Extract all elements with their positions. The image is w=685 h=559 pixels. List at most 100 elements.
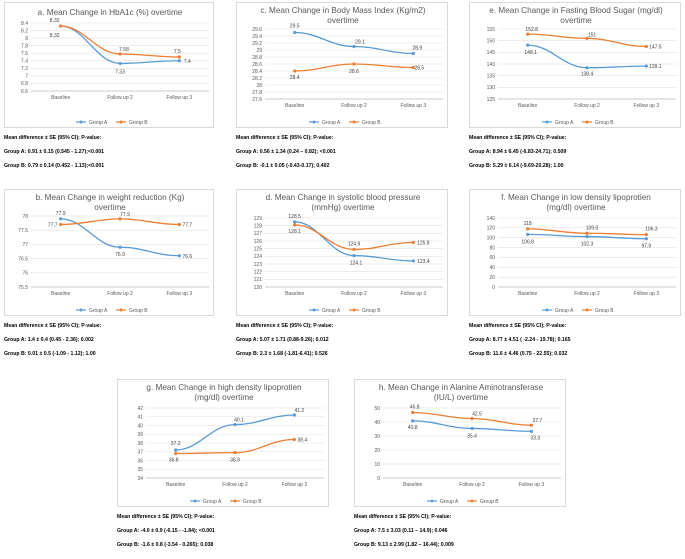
x-tick-label: Follow up 3 [401,103,427,109]
legend-marker [430,499,434,503]
data-point [118,52,122,56]
chart-frame: f. Mean Change in low density lipoprotie… [469,189,681,316]
data-point [352,62,356,66]
data-label: 77.7 [182,223,192,229]
chart-title-line: h. Mean Change in Alanine Aminotransfera… [379,383,544,392]
stats-row: Group B: 9.13 ± 2.99 (1.82 – 16.44); 0.0… [354,542,454,548]
data-label: 152.8 [525,27,538,33]
chart-panel-c: c. Mean Change in Body Mass Index (Kg/m2… [236,2,458,180]
y-tick-label: 41 [137,415,143,421]
chart-svg: b. Mean Change in weight reduction (Kg)o… [18,193,209,314]
y-tick-label: 135 [487,73,496,79]
y-tick-label: 29 [256,48,262,54]
y-tick-label: 0 [377,476,380,482]
x-tick-label: Follow up 3 [634,291,660,297]
data-point [526,227,530,231]
data-point [177,254,181,258]
data-label: 29.1 [355,40,365,46]
x-tick-label: Follow up 3 [634,103,660,109]
legend-label: Group B [595,120,614,126]
data-point [293,220,297,224]
y-tick-label: 27.8 [252,90,262,96]
chart-svg: d. Mean Change in systolic blood pressur… [254,193,443,314]
x-tick-label: Baseline [285,291,304,297]
y-tick-label: 121 [254,277,263,283]
data-label: 7.4 [184,59,191,65]
data-point [233,451,237,455]
chart-panel-h: h. Mean Change in Alanine Aminotransfera… [354,379,576,559]
legend-marker [119,120,123,124]
x-tick-label: Baseline [518,291,537,297]
x-tick-label: Follow up 2 [107,95,133,101]
legend-marker [545,120,549,124]
chart-title-line: f. Mean Change in low density lipoprotie… [501,193,651,202]
chart-panel-a: a. Mean Change in HbA1c (%) overtime 6.6 6… [4,2,224,180]
stats-row: Group A: 5.07 ± 1.71 (0.88-9.26); 0.012 [236,337,329,343]
y-tick-label: 78 [22,214,28,220]
legend-label: Group A [89,120,108,126]
data-point [526,32,530,36]
data-label: 76.6 [182,254,192,260]
data-point [59,217,63,221]
y-tick-label: 125 [487,97,496,103]
stats-header: Mean difference ± SE (95% CI); P-value: [117,514,215,520]
y-tick-label: 127 [254,231,263,237]
y-tick-label: 40 [489,265,495,271]
data-point [352,44,356,49]
chart-title-line: c. Mean Change in Body Mass Index (Kg/m2… [260,6,425,15]
chart-title-line: g. Mean Change in high density lipoproti… [146,383,302,392]
y-tick-label: 37 [137,450,143,456]
data-point [526,43,530,47]
chart-title-line: overtime [560,16,592,25]
stats-row: Group A: 7.5 ± 3.03 (0.11 – 14.9); 0.046 [354,528,448,534]
x-tick-label: Baseline [51,291,70,297]
y-tick-label: 28.6 [252,62,262,68]
data-point [644,233,648,237]
chart-title-line: overtime [94,203,126,212]
legend-marker [585,308,589,312]
y-tick-label: 29.6 [252,27,262,33]
data-point [644,44,648,49]
data-point [293,69,297,73]
legend-label: Group A [440,499,459,505]
y-tick-label: 76.5 [18,256,28,262]
data-point [177,59,181,63]
series-line-group-a [527,44,647,69]
stats-row: Group B: -1.6 ± 0.8 (-3.54 - 0.265); 0.0… [117,542,214,548]
stats-header: Mean difference ± SE (95% CI); P-value: [469,323,567,329]
data-point [174,448,178,452]
x-tick-label: Follow up 2 [459,482,485,488]
y-tick-label: 35 [137,467,143,473]
chart-panel-g: g. Mean Change in high density lipoproti… [117,379,339,559]
data-point [411,410,415,415]
data-label: 28.5 [414,66,424,72]
x-tick-label: Baseline [285,103,304,109]
y-tick-label: 30 [374,434,380,440]
y-tick-label: 7.6 [21,51,28,57]
chart-frame: a. Mean Change in HbA1c (%) overtime 6.6 6… [4,2,214,128]
stats-header: Mean difference ± SE (95% CI); P-value: [4,135,102,141]
data-point [118,217,122,221]
series-line-group-a [60,218,180,257]
data-label: 28.4 [290,75,300,81]
data-label: 106.3 [645,227,658,233]
data-label: 128.5 [288,214,301,220]
x-tick-label: Follow up 2 [341,291,367,297]
legend-label: Group B [362,120,381,126]
chart-frame: b. Mean Change in weight reduction (Kg) o… [4,189,214,316]
y-tick-label: 124 [254,254,263,260]
x-tick-label: Follow up 2 [341,103,367,109]
data-label: 106.8 [521,239,534,245]
data-label: 37.7 [532,418,542,424]
data-point [352,253,356,258]
legend-marker [312,308,316,312]
data-label: 148.1 [524,50,537,56]
data-label: 40.1 [234,418,244,424]
chart-title-line: overtime [327,16,359,25]
data-label: 33.3 [530,435,540,441]
data-label: 35.4 [467,433,477,439]
data-point [470,426,474,431]
legend-label: Group B [480,499,499,505]
chart-frame: e. Mean Change in Fasting Blood Sugar (m… [469,2,681,128]
x-tick-label: Follow up 2 [222,482,248,488]
